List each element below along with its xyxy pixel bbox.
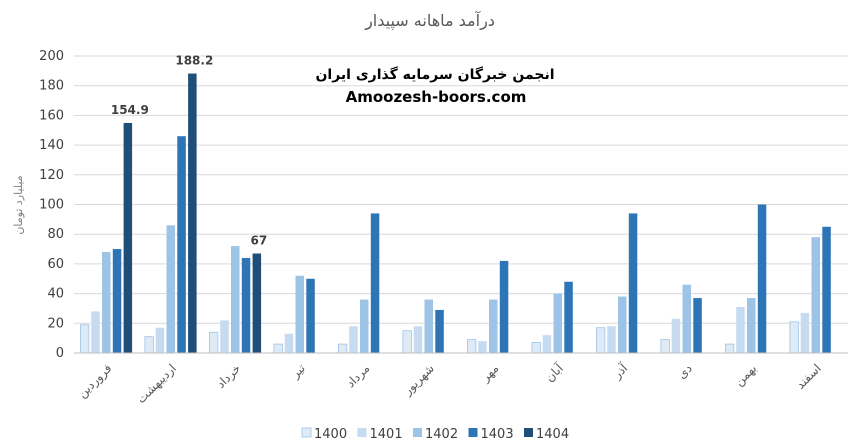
y-tick-label: 180 bbox=[39, 79, 64, 94]
bar-1404-1 bbox=[188, 73, 197, 353]
x-tick-label: اردیبهشت bbox=[134, 361, 180, 407]
x-tick-label: آذر bbox=[609, 360, 632, 383]
watermark-line1: انجمن خبرگان سرمایه گذاری ایران bbox=[315, 66, 554, 83]
legend-label: 1402 bbox=[425, 427, 458, 442]
y-axis-label: میلیارد تومان bbox=[12, 175, 25, 234]
bar-1401-10 bbox=[736, 306, 745, 353]
bar-1403-5 bbox=[435, 309, 444, 353]
bar-1403-2 bbox=[241, 257, 251, 353]
legend-swatch-1403 bbox=[468, 428, 478, 437]
x-tick-label: خرداد bbox=[214, 361, 244, 391]
bar-1401-5 bbox=[413, 326, 423, 353]
bar-1402-10 bbox=[747, 298, 756, 353]
bar-1400-9 bbox=[660, 339, 670, 354]
x-tick-label: شهریور bbox=[400, 361, 438, 399]
bar-1402-1 bbox=[166, 225, 175, 353]
bar-1401-3 bbox=[284, 333, 294, 353]
bar-1402-2 bbox=[231, 246, 240, 353]
bar-1403-0 bbox=[112, 249, 122, 353]
bar-1402-4 bbox=[360, 299, 369, 353]
bar-1401-6 bbox=[478, 341, 487, 353]
data-labels: 154.9 188.2 67 bbox=[111, 54, 267, 248]
bar-1402-11 bbox=[811, 237, 820, 353]
bar-1400-10 bbox=[725, 343, 735, 354]
watermark: انجمن خبرگان سرمایه گذاری ایران Amoozesh… bbox=[315, 66, 554, 106]
x-tick-label: مهر bbox=[478, 361, 502, 385]
bar-1402-8 bbox=[618, 296, 627, 353]
y-axis-ticks: 0 20 40 60 80 100 120 140 160 180 200 bbox=[39, 49, 64, 361]
bar-1401-0 bbox=[91, 311, 100, 353]
bar-1401-11 bbox=[800, 312, 810, 353]
x-tick-label: دی bbox=[675, 361, 695, 381]
legend-swatch-1400 bbox=[301, 427, 312, 438]
legend-label: 1403 bbox=[481, 427, 514, 442]
bar-1402-5 bbox=[424, 299, 433, 353]
bar-1401-9 bbox=[671, 318, 681, 353]
legend-label: 1400 bbox=[314, 427, 347, 442]
x-tick-label: تیر bbox=[288, 361, 309, 382]
bar-1402-3 bbox=[295, 275, 304, 353]
bar-1400-7 bbox=[531, 342, 541, 354]
y-tick-label: 20 bbox=[47, 316, 64, 331]
legend-swatch-1402 bbox=[413, 428, 422, 437]
bar-1402-0 bbox=[102, 252, 111, 353]
bar-1403-6 bbox=[499, 260, 509, 353]
bar-1403-10 bbox=[757, 204, 767, 353]
legend-swatch-1401 bbox=[357, 428, 367, 437]
bar-1401-4 bbox=[349, 326, 358, 353]
bar-1400-2 bbox=[208, 331, 219, 354]
bar-1400-11 bbox=[789, 321, 799, 354]
bar-1400-4 bbox=[337, 343, 348, 354]
bar-1404-0 bbox=[123, 122, 133, 353]
y-tick-label: 100 bbox=[39, 198, 64, 213]
bar-1400-5 bbox=[402, 330, 412, 354]
data-label: 67 bbox=[250, 234, 267, 248]
y-tick-label: 80 bbox=[47, 227, 64, 242]
y-tick-label: 140 bbox=[39, 138, 64, 153]
legend-label: 1401 bbox=[370, 427, 403, 442]
y-tick-label: 200 bbox=[39, 49, 64, 64]
bar-1402-7 bbox=[553, 293, 562, 353]
x-tick-label: اسفند bbox=[793, 361, 824, 392]
legend-label: 1404 bbox=[536, 427, 569, 442]
bar-1400-1 bbox=[144, 336, 154, 354]
y-tick-label: 120 bbox=[39, 168, 64, 183]
bar-1400-6 bbox=[466, 339, 477, 354]
bar-1402-9 bbox=[682, 284, 691, 353]
x-axis-categories: فروردین اردیبهشت خرداد تیر مرداد شهریور مهر آبا… bbox=[75, 360, 824, 407]
data-label: 154.9 bbox=[111, 103, 149, 117]
bar-1400-8 bbox=[596, 327, 606, 354]
y-tick-label: 0 bbox=[56, 346, 64, 361]
bar-1404-2 bbox=[252, 253, 262, 353]
bar-1401-7 bbox=[542, 335, 552, 353]
y-tick-label: 40 bbox=[47, 287, 64, 302]
bar-1403-9 bbox=[693, 298, 702, 353]
legend-swatch-1404 bbox=[524, 428, 533, 437]
bar-1401-1 bbox=[155, 327, 165, 353]
bar-1400-3 bbox=[273, 343, 283, 354]
legend: 1400 1401 1402 1403 1404 bbox=[301, 427, 569, 442]
y-tick-label: 60 bbox=[47, 257, 64, 272]
chart-title: درآمد ماهانه سپیدار bbox=[364, 11, 495, 31]
bar-1401-2 bbox=[220, 320, 229, 353]
bar-1403-3 bbox=[306, 278, 315, 353]
x-tick-label: مرداد bbox=[343, 361, 373, 391]
bar-1403-11 bbox=[822, 226, 831, 353]
y-tick-label: 160 bbox=[39, 108, 64, 123]
bar-1402-6 bbox=[489, 299, 498, 353]
x-tick-label: بهمن bbox=[732, 361, 760, 389]
bar-1403-7 bbox=[564, 281, 573, 353]
watermark-line2: Amoozesh-boors.com bbox=[346, 88, 527, 106]
bars bbox=[80, 73, 831, 354]
bar-1400-0 bbox=[80, 324, 90, 354]
bar-1403-8 bbox=[628, 213, 638, 353]
bar-1403-1 bbox=[177, 136, 186, 353]
data-label: 188.2 bbox=[175, 54, 213, 68]
bar-1401-8 bbox=[607, 326, 616, 353]
x-tick-label: فروردین bbox=[75, 361, 115, 401]
bar-1403-4 bbox=[370, 213, 380, 353]
gridlines bbox=[74, 55, 848, 324]
x-tick-label: آبان bbox=[542, 360, 567, 385]
